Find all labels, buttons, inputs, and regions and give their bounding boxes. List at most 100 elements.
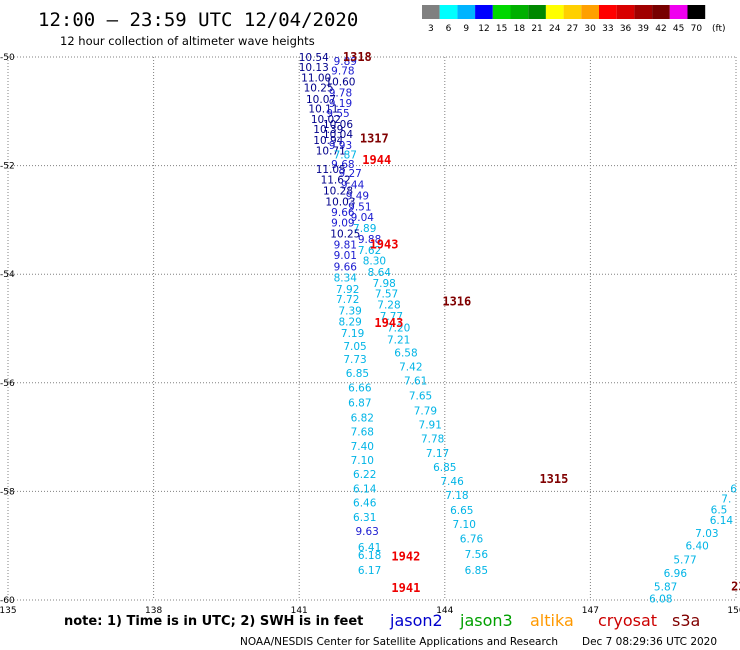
legend-label: 3 xyxy=(428,24,434,34)
legend-label: 12 xyxy=(478,24,489,34)
legend-label: 70 xyxy=(691,24,703,34)
wave-height-value: 9.19 xyxy=(329,98,352,110)
wave-height-value: 10.02 xyxy=(311,114,341,126)
wave-height-value: 10.25 xyxy=(330,228,360,240)
wave-height-value: 6.22 xyxy=(353,469,376,481)
legend-label: 24 xyxy=(549,24,561,34)
wave-height-value: 6.82 xyxy=(351,413,374,425)
wave-height-value: 7.57 xyxy=(375,289,398,301)
wave-height-value: 6.18 xyxy=(358,550,381,562)
wave-height-value: 10.71 xyxy=(316,145,346,157)
wave-height-value: 6.40 xyxy=(685,541,708,553)
wave-height-value: 7. xyxy=(721,493,731,505)
map-subtitle: 12 hour collection of altimeter wave hei… xyxy=(60,34,315,48)
wave-height-value: 10.06 xyxy=(323,119,353,131)
lat-tick-label: -58 xyxy=(0,487,15,497)
pass-time-label: 1943 xyxy=(370,237,399,251)
wave-height-value: 11.62 xyxy=(321,175,351,187)
legend-unit: (ft) xyxy=(712,24,726,34)
wave-height-value: 7.98 xyxy=(372,278,395,290)
wave-height-value: 6.76 xyxy=(460,534,484,546)
wave-height-value: 7.72 xyxy=(336,294,359,306)
satellite-altika-label: altika xyxy=(530,611,574,630)
footer-credit: NOAA/NESDIS Center for Satellite Applica… xyxy=(240,636,558,648)
wave-height-value: 7.79 xyxy=(414,405,437,417)
wave-height-value: 9.55 xyxy=(326,108,349,120)
wave-height-value: 10.94 xyxy=(313,135,343,147)
wave-height-value: 9.01 xyxy=(334,250,357,262)
legend-label: 9 xyxy=(463,24,469,34)
legend-label: 6 xyxy=(446,24,452,34)
legend-swatch xyxy=(563,5,582,19)
wave-height-value: 10.13 xyxy=(299,62,329,74)
wave-height-value: 9.88 xyxy=(358,234,381,246)
wave-height-value: 7.92 xyxy=(336,284,359,296)
wave-height-value: 7.68 xyxy=(351,427,374,439)
footer-note: note: 1) Time is in UTC; 2) SWH is in fe… xyxy=(64,614,363,629)
wave-height-value: 6.96 xyxy=(664,568,688,580)
lon-tick-label: 144 xyxy=(436,606,453,616)
lat-lon-grid xyxy=(7,56,737,601)
pass-time-labels: 1318 1317 1944 1943 1316 1943 1315 1942 1941 23 xyxy=(343,50,740,595)
lat-tick-label: -50 xyxy=(0,53,15,63)
legend-label: 36 xyxy=(620,24,632,34)
wave-height-value: 7.61 xyxy=(404,376,427,388)
legend-swatch xyxy=(687,5,706,19)
wave-height-value: 7.46 xyxy=(440,476,464,488)
wave-height-value: 6.85 xyxy=(465,565,488,577)
wave-height-value: 7.78 xyxy=(421,434,444,446)
satellite-legend: jason2 jason3 altika cryosat s3a xyxy=(389,611,700,630)
wave-height-value: 10.25 xyxy=(304,82,334,94)
pass-time-label: 1315 xyxy=(539,472,568,486)
wave-height-value: 6.65 xyxy=(450,505,473,517)
wave-height-value: 8.30 xyxy=(363,256,386,268)
legend-swatch xyxy=(492,5,511,19)
wave-height-value: 10.28 xyxy=(323,186,353,198)
satellite-jason2-label: jason2 xyxy=(389,611,443,630)
wave-height-value: 7.28 xyxy=(377,300,400,312)
wave-height-value: 7.87 xyxy=(334,150,357,162)
legend-swatch xyxy=(634,5,653,19)
wave-height-value: 9.68 xyxy=(331,159,354,171)
wave-height-value: 10.11 xyxy=(308,104,338,116)
satellite-jason3-label: jason3 xyxy=(459,611,513,630)
lon-tick-label: 135 xyxy=(0,606,17,616)
wave-height-value: 10.07 xyxy=(306,94,336,106)
wave-height-value: 11.00 xyxy=(301,73,331,85)
wave-height-value: 6.17 xyxy=(358,565,381,577)
wave-height-value: 6.58 xyxy=(394,347,417,359)
pass-time-label: 1944 xyxy=(362,153,391,167)
legend-label: 30 xyxy=(584,24,596,34)
wave-height-value: 8.64 xyxy=(368,267,392,279)
wave-height-value: 9.81 xyxy=(334,239,357,251)
wave-height-value: 7.19 xyxy=(341,328,364,340)
lat-tick-label: -54 xyxy=(0,270,15,280)
wave-height-value: 6 xyxy=(730,484,737,496)
wave-height-value: 7.89 xyxy=(353,223,376,235)
legend-swatch xyxy=(439,5,458,19)
wave-height-value: 10.03 xyxy=(325,196,355,208)
wave-height-value: 8.29 xyxy=(338,316,361,328)
lon-tick-label: 147 xyxy=(582,606,599,616)
wave-height-value: 9.04 xyxy=(351,212,375,224)
pass-time-label: 23 xyxy=(731,579,740,593)
legend-swatch xyxy=(528,5,546,19)
wave-height-value: 6.08 xyxy=(649,593,672,605)
lat-tick-label: -56 xyxy=(0,379,15,389)
wave-height-value: 6.5 xyxy=(711,504,728,516)
legend-label: 18 xyxy=(514,24,526,34)
wave-height-value: 9.27 xyxy=(338,168,361,180)
wave-height-value: 6.31 xyxy=(353,512,376,524)
pass-time-label: 1316 xyxy=(442,294,471,308)
wave-height-value: 9.66 xyxy=(334,262,358,274)
satellite-s3a-label: s3a xyxy=(672,611,700,630)
legend-label: 33 xyxy=(602,24,613,34)
lat-tick-label: -60 xyxy=(0,596,15,606)
lon-tick-label: 150 xyxy=(727,606,740,616)
legend-label: 21 xyxy=(531,24,542,34)
legend-label: 39 xyxy=(638,24,650,34)
wave-height-value: 10.60 xyxy=(325,76,355,88)
wave-height-value: 7.62 xyxy=(358,245,381,257)
legend-swatch xyxy=(422,5,440,19)
